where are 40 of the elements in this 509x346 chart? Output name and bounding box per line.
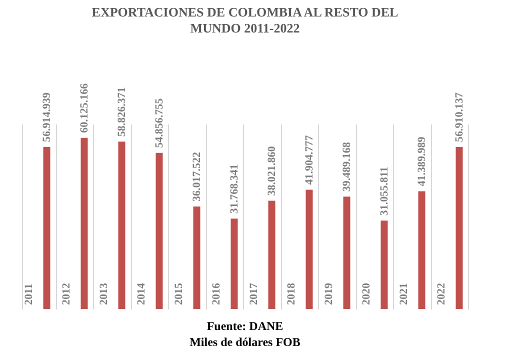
data-label: 41.389.989 bbox=[416, 136, 428, 186]
data-label: 36.017.522 bbox=[190, 151, 203, 202]
x-tick-label: 2021 bbox=[398, 283, 410, 305]
data-label: 54.856.755 bbox=[153, 98, 166, 148]
x-tick-label: 2012 bbox=[60, 282, 72, 305]
data-label: 31.768.341 bbox=[228, 164, 240, 214]
x-tick-label: 2016 bbox=[210, 282, 222, 305]
data-label: 58.826.371 bbox=[116, 87, 128, 137]
data-label: 60.125.166 bbox=[78, 82, 90, 133]
bar bbox=[268, 200, 276, 309]
bar bbox=[118, 142, 126, 309]
text: MUNDO 2011-2022 bbox=[190, 20, 300, 36]
bar bbox=[306, 190, 313, 309]
bar bbox=[156, 152, 163, 309]
x-tick-label: 2017 bbox=[248, 282, 260, 305]
bar bbox=[418, 191, 426, 309]
x-tick-label: 2022 bbox=[435, 282, 448, 305]
bar bbox=[193, 206, 200, 309]
data-label: 38.021.860 bbox=[266, 146, 278, 196]
bar bbox=[43, 147, 50, 309]
bar bbox=[80, 138, 88, 309]
x-tick-label: 2011 bbox=[22, 284, 35, 305]
x-tick-label: 2013 bbox=[98, 282, 110, 305]
bar bbox=[230, 218, 238, 309]
data-label: 39.489.168 bbox=[340, 142, 353, 192]
data-label: 41.904.777 bbox=[303, 134, 316, 185]
x-tick-label: 2019 bbox=[322, 282, 335, 305]
data-label: 31.055.811 bbox=[378, 166, 390, 216]
text: Miles de dólares FOB bbox=[190, 335, 300, 346]
x-tick-label: 2020 bbox=[360, 282, 372, 305]
text: EXPORTACIONES DE COLOMBIA AL RESTO DEL bbox=[92, 4, 398, 20]
data-label: 56.914.939 bbox=[40, 92, 53, 142]
x-tick-label: 2018 bbox=[285, 282, 298, 305]
bar bbox=[456, 147, 463, 309]
source-note: Fuente: DANE bbox=[206, 319, 284, 333]
bar bbox=[343, 196, 350, 309]
x-tick-label: 2015 bbox=[172, 282, 185, 305]
bar bbox=[380, 220, 388, 309]
data-label: 56.910.137 bbox=[453, 92, 466, 142]
x-tick-label: 2014 bbox=[135, 282, 148, 305]
